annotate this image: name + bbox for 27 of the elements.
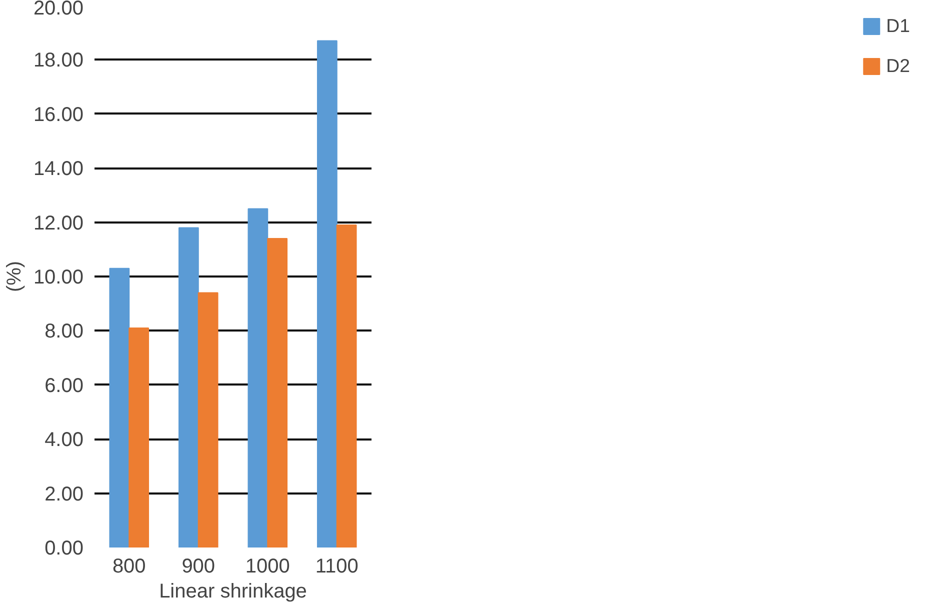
x-tick-label: 1100 bbox=[315, 556, 358, 578]
x-tick-label: 800 bbox=[112, 556, 146, 578]
bar bbox=[267, 238, 288, 548]
y-tick-label: 20.00 bbox=[33, 0, 84, 20]
y-tick-label: 18.00 bbox=[33, 50, 84, 72]
bar bbox=[336, 224, 357, 548]
x-tick-label: 900 bbox=[182, 556, 216, 578]
x-tick-label: 1000 bbox=[245, 556, 290, 578]
y-tick-label: 2.00 bbox=[44, 483, 84, 506]
y-tick-label: 10.00 bbox=[33, 266, 84, 288]
bar bbox=[248, 208, 268, 548]
y-tick-label: 14.00 bbox=[33, 158, 84, 180]
x-axis-title: Linear shrinkage bbox=[159, 580, 307, 602]
y-tick-label: 8.00 bbox=[44, 320, 84, 343]
bar bbox=[178, 227, 199, 548]
y-tick-label: 6.00 bbox=[44, 374, 84, 397]
bar bbox=[198, 292, 218, 548]
y-tick-label: 12.00 bbox=[33, 212, 84, 234]
legend-label: D2 bbox=[886, 55, 910, 77]
bar bbox=[316, 40, 338, 548]
y-tick-label: 16.00 bbox=[33, 104, 84, 126]
y-axis-title: (%) bbox=[3, 260, 26, 292]
bar bbox=[128, 327, 150, 548]
y-tick-label: 4.00 bbox=[44, 429, 84, 452]
bar bbox=[109, 268, 130, 548]
legend-label: D1 bbox=[886, 15, 910, 37]
y-tick-label: 0.00 bbox=[44, 538, 84, 560]
